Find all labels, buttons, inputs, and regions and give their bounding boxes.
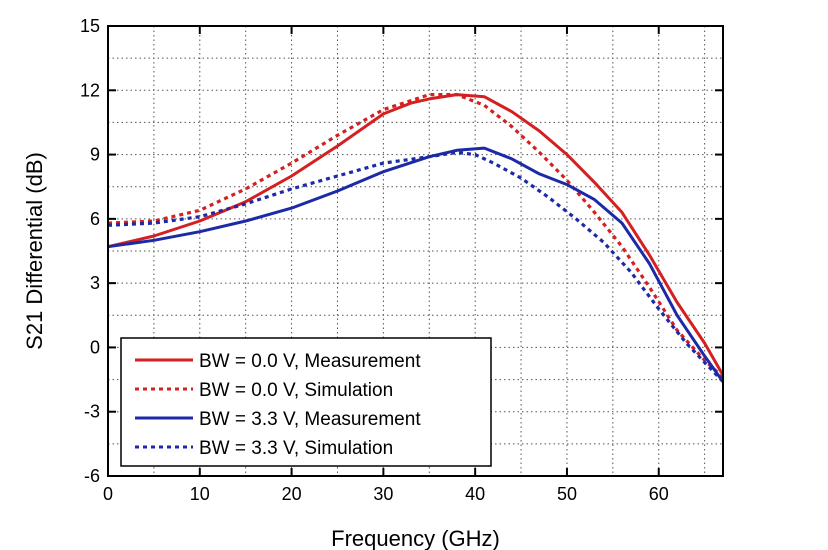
y-tick-label: 12	[80, 80, 100, 100]
legend-label-measurement-3v3: BW = 3.3 V, Measurement	[199, 409, 421, 430]
y-axis-label: S21 Differential (dB)	[22, 152, 47, 350]
y-tick-label: -6	[84, 466, 100, 486]
y-tick-label: 9	[90, 145, 100, 165]
axis-ticks: 0 10 20 30 40 50 60 -6 -3 0 3 6 9 12 15	[80, 16, 723, 504]
series-line-simulation-3v3	[107, 150, 725, 383]
y-tick-label: 15	[80, 16, 100, 36]
x-tick-label: 0	[103, 484, 113, 504]
series-layer	[107, 93, 725, 383]
legend-label-simulation-3v3: BW = 3.3 V, Simulation	[199, 438, 393, 459]
x-tick-label: 40	[465, 484, 485, 504]
y-tick-label: 6	[90, 209, 100, 229]
x-axis-label: Frequency (GHz)	[331, 526, 500, 550]
x-tick-label: 60	[649, 484, 669, 504]
legend-label-simulation-0v: BW = 0.0 V, Simulation	[199, 380, 393, 401]
legend: BW = 0.0 V, Measurement BW = 0.0 V, Simu…	[120, 337, 492, 467]
series-line-measurement-0v	[107, 93, 725, 377]
y-tick-label: 3	[90, 273, 100, 293]
y-tick-label: -3	[84, 402, 100, 422]
x-tick-label: 30	[373, 484, 393, 504]
legend-label-measurement-0v: BW = 0.0 V, Measurement	[199, 351, 421, 372]
x-tick-label: 50	[557, 484, 577, 504]
plot-frame	[107, 25, 724, 477]
y-tick-label: 0	[90, 337, 100, 357]
x-tick-label: 10	[190, 484, 210, 504]
x-tick-label: 20	[282, 484, 302, 504]
series-line-measurement-3v3	[107, 146, 725, 383]
